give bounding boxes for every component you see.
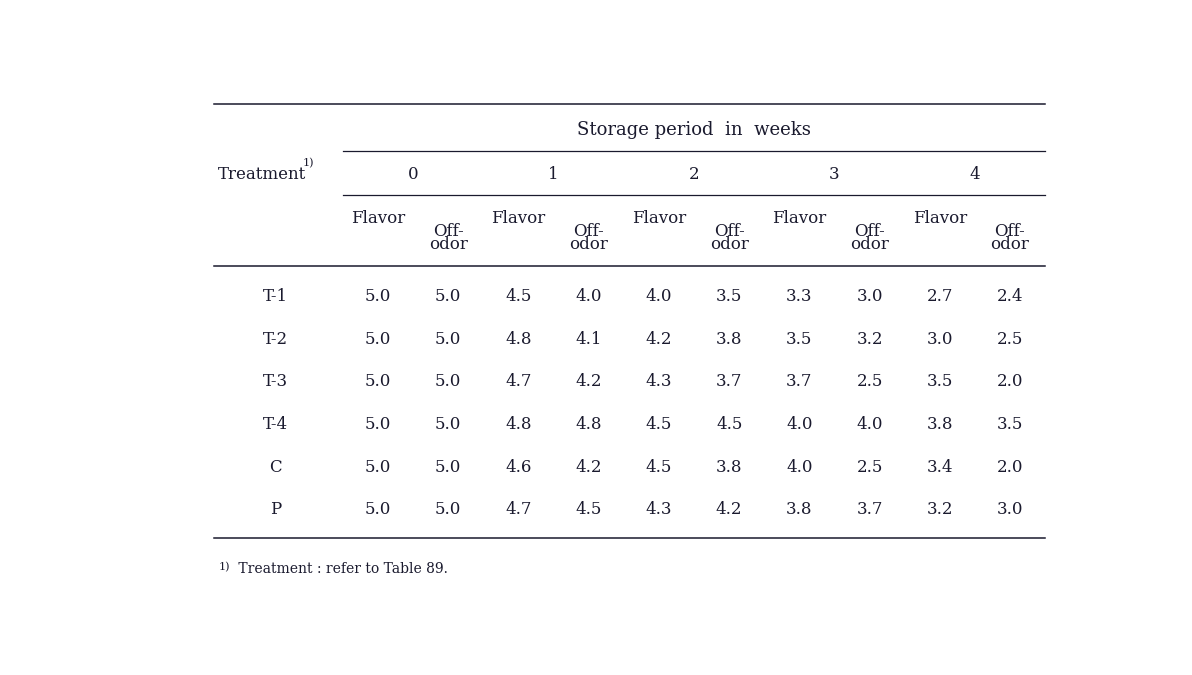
Text: 5.0: 5.0 bbox=[365, 459, 391, 476]
Text: 3.8: 3.8 bbox=[926, 416, 954, 433]
Text: 4.2: 4.2 bbox=[716, 502, 743, 518]
Text: Flavor: Flavor bbox=[491, 210, 546, 227]
Text: Flavor: Flavor bbox=[350, 210, 405, 227]
Text: 4.7: 4.7 bbox=[505, 373, 532, 390]
Text: 4.5: 4.5 bbox=[576, 502, 602, 518]
Text: Treatment : refer to Table 89.: Treatment : refer to Table 89. bbox=[234, 562, 448, 576]
Text: 4: 4 bbox=[969, 166, 980, 183]
Text: 5.0: 5.0 bbox=[435, 416, 461, 433]
Text: 4.6: 4.6 bbox=[505, 459, 532, 476]
Text: 3.8: 3.8 bbox=[716, 331, 743, 348]
Text: T-4: T-4 bbox=[263, 416, 288, 433]
Text: 4.0: 4.0 bbox=[646, 288, 672, 305]
Text: odor: odor bbox=[709, 236, 749, 253]
Text: Flavor: Flavor bbox=[772, 210, 826, 227]
Text: 4.7: 4.7 bbox=[505, 502, 532, 518]
Text: 3.8: 3.8 bbox=[716, 459, 743, 476]
Text: 2.4: 2.4 bbox=[997, 288, 1023, 305]
Text: 3.3: 3.3 bbox=[786, 288, 813, 305]
Text: 3.8: 3.8 bbox=[786, 502, 813, 518]
Text: 5.0: 5.0 bbox=[435, 502, 461, 518]
Text: 4.8: 4.8 bbox=[505, 416, 532, 433]
Text: odor: odor bbox=[429, 236, 467, 253]
Text: 3: 3 bbox=[830, 166, 840, 183]
Text: 3.2: 3.2 bbox=[856, 331, 883, 348]
Text: 1): 1) bbox=[218, 562, 230, 572]
Text: 3.5: 3.5 bbox=[716, 288, 743, 305]
Text: 4.3: 4.3 bbox=[646, 502, 672, 518]
Text: 4.5: 4.5 bbox=[716, 416, 743, 433]
Text: Flavor: Flavor bbox=[913, 210, 967, 227]
Text: 0: 0 bbox=[408, 166, 418, 183]
Text: 5.0: 5.0 bbox=[365, 416, 391, 433]
Text: 2.5: 2.5 bbox=[856, 459, 883, 476]
Text: 4.0: 4.0 bbox=[856, 416, 883, 433]
Text: 5.0: 5.0 bbox=[365, 502, 391, 518]
Text: odor: odor bbox=[991, 236, 1030, 253]
Text: 1: 1 bbox=[548, 166, 559, 183]
Text: 2: 2 bbox=[689, 166, 700, 183]
Text: 4.0: 4.0 bbox=[786, 459, 813, 476]
Text: Flavor: Flavor bbox=[632, 210, 687, 227]
Text: 3.0: 3.0 bbox=[997, 502, 1023, 518]
Text: T-1: T-1 bbox=[263, 288, 288, 305]
Text: 3.2: 3.2 bbox=[926, 502, 954, 518]
Text: 4.0: 4.0 bbox=[576, 288, 602, 305]
Text: Off-: Off- bbox=[573, 223, 604, 240]
Text: 5.0: 5.0 bbox=[435, 373, 461, 390]
Text: 3.4: 3.4 bbox=[926, 459, 954, 476]
Text: 4.5: 4.5 bbox=[646, 416, 672, 433]
Text: 4.5: 4.5 bbox=[505, 288, 532, 305]
Text: 5.0: 5.0 bbox=[365, 373, 391, 390]
Text: 4.3: 4.3 bbox=[646, 373, 672, 390]
Text: Off-: Off- bbox=[433, 223, 464, 240]
Text: T-3: T-3 bbox=[263, 373, 288, 390]
Text: 3.5: 3.5 bbox=[997, 416, 1023, 433]
Text: odor: odor bbox=[850, 236, 889, 253]
Text: odor: odor bbox=[570, 236, 608, 253]
Text: 5.0: 5.0 bbox=[435, 288, 461, 305]
Text: Off-: Off- bbox=[714, 223, 745, 240]
Text: Off-: Off- bbox=[994, 223, 1025, 240]
Text: C: C bbox=[269, 459, 283, 476]
Text: 4.8: 4.8 bbox=[505, 331, 532, 348]
Text: 3.5: 3.5 bbox=[926, 373, 952, 390]
Text: P: P bbox=[271, 502, 281, 518]
Text: 4.0: 4.0 bbox=[786, 416, 813, 433]
Text: 3.0: 3.0 bbox=[926, 331, 954, 348]
Text: 4.2: 4.2 bbox=[576, 373, 602, 390]
Text: 3.7: 3.7 bbox=[716, 373, 743, 390]
Text: 2.7: 2.7 bbox=[926, 288, 954, 305]
Text: 3.7: 3.7 bbox=[786, 373, 813, 390]
Text: 3.5: 3.5 bbox=[787, 331, 813, 348]
Text: 2.5: 2.5 bbox=[997, 331, 1023, 348]
Text: 5.0: 5.0 bbox=[435, 459, 461, 476]
Text: 4.5: 4.5 bbox=[646, 459, 672, 476]
Text: 5.0: 5.0 bbox=[365, 288, 391, 305]
Text: 5.0: 5.0 bbox=[435, 331, 461, 348]
Text: 4.2: 4.2 bbox=[576, 459, 602, 476]
Text: 4.8: 4.8 bbox=[576, 416, 602, 433]
Text: 3.7: 3.7 bbox=[856, 502, 883, 518]
Text: 4.1: 4.1 bbox=[576, 331, 602, 348]
Text: 1): 1) bbox=[303, 158, 313, 168]
Text: Storage period  in  weeks: Storage period in weeks bbox=[577, 122, 811, 139]
Text: Treatment: Treatment bbox=[218, 166, 306, 183]
Text: T-2: T-2 bbox=[263, 331, 288, 348]
Text: Off-: Off- bbox=[855, 223, 884, 240]
Text: 5.0: 5.0 bbox=[365, 331, 391, 348]
Text: 2.0: 2.0 bbox=[997, 373, 1023, 390]
Text: 4.2: 4.2 bbox=[646, 331, 672, 348]
Text: 2.0: 2.0 bbox=[997, 459, 1023, 476]
Text: 3.0: 3.0 bbox=[856, 288, 883, 305]
Text: 2.5: 2.5 bbox=[856, 373, 883, 390]
